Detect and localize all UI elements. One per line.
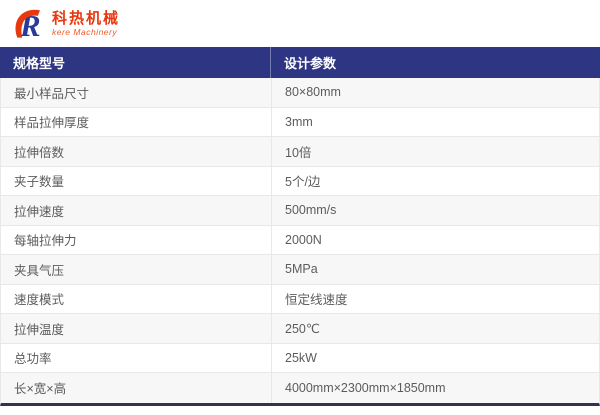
logo-text: 科热机械 kere Machinery: [52, 11, 120, 37]
spec-label-cell: 夹子数量: [14, 175, 65, 190]
table-row: 每轴拉伸力 2000N: [1, 225, 599, 255]
table-row: 拉伸速度 500mm/s: [1, 196, 599, 226]
brand-r-icon: R: [15, 7, 41, 42]
spec-value-cell: 5MPa: [271, 255, 599, 284]
spec-value-cell: 25kW: [271, 343, 599, 372]
spec-value-cell: 250℃: [271, 314, 599, 343]
company-logo: R 科热机械 kere Machinery: [10, 4, 120, 44]
spec-value-cell: 4000mm×2300mm×1850mm: [271, 373, 599, 403]
table-row: 拉伸倍数 10倍: [1, 137, 599, 167]
table-row: 样品拉伸厚度 3mm: [1, 107, 599, 137]
spec-label-cell: 样品拉伸厚度: [14, 116, 90, 131]
brand-swoosh-icon: [15, 9, 40, 38]
brand-name-cn: 科热机械: [52, 9, 121, 27]
spec-table-header: 规格型号 设计参数: [0, 47, 600, 78]
spec-table: 规格型号 设计参数 最小样品尺寸 80×80mm 样品拉伸厚度 3mm 拉伸倍数…: [0, 47, 600, 406]
spec-label-cell: 长×宽×高: [14, 382, 67, 397]
spec-value-cell: 500mm/s: [271, 196, 599, 225]
spec-label-cell: 每轴拉伸力: [14, 234, 77, 249]
spec-label-cell: 拉伸温度: [14, 322, 65, 337]
spec-value-cell: 80×80mm: [271, 78, 599, 107]
logo-bar: R 科热机械 kere Machinery: [0, 0, 600, 47]
table-row: 最小样品尺寸 80×80mm: [1, 78, 599, 108]
table-row: 速度模式 恒定线速度: [1, 284, 599, 314]
table-row: 拉伸温度 250℃: [1, 314, 599, 344]
brand-name-en: kere Machinery: [52, 26, 118, 37]
spec-value-cell: 10倍: [271, 137, 599, 166]
spec-label-cell: 最小样品尺寸: [14, 86, 90, 101]
spec-value-cell: 3mm: [271, 107, 599, 136]
table-row: 夹子数量 5个/边: [1, 166, 599, 196]
header-spec-model: 规格型号: [13, 56, 66, 71]
table-row: 总功率 25kW: [1, 343, 599, 373]
spec-label-cell: 总功率: [14, 352, 52, 367]
spec-table-body: 最小样品尺寸 80×80mm 样品拉伸厚度 3mm 拉伸倍数 10倍 夹子数量 …: [0, 78, 600, 406]
spec-label-cell: 拉伸速度: [14, 204, 65, 219]
spec-label-cell: 夹具气压: [14, 263, 65, 278]
spec-value-cell: 2000N: [271, 225, 599, 254]
table-row: 夹具气压 5MPa: [1, 255, 599, 285]
spec-label-cell: 速度模式: [14, 293, 65, 308]
spec-label-cell: 拉伸倍数: [14, 145, 65, 160]
spec-value-cell: 恒定线速度: [271, 284, 599, 313]
table-row: 长×宽×高 4000mm×2300mm×1850mm: [1, 373, 599, 403]
spec-value-cell: 5个/边: [271, 166, 599, 195]
header-design-params: 设计参数: [270, 47, 600, 78]
